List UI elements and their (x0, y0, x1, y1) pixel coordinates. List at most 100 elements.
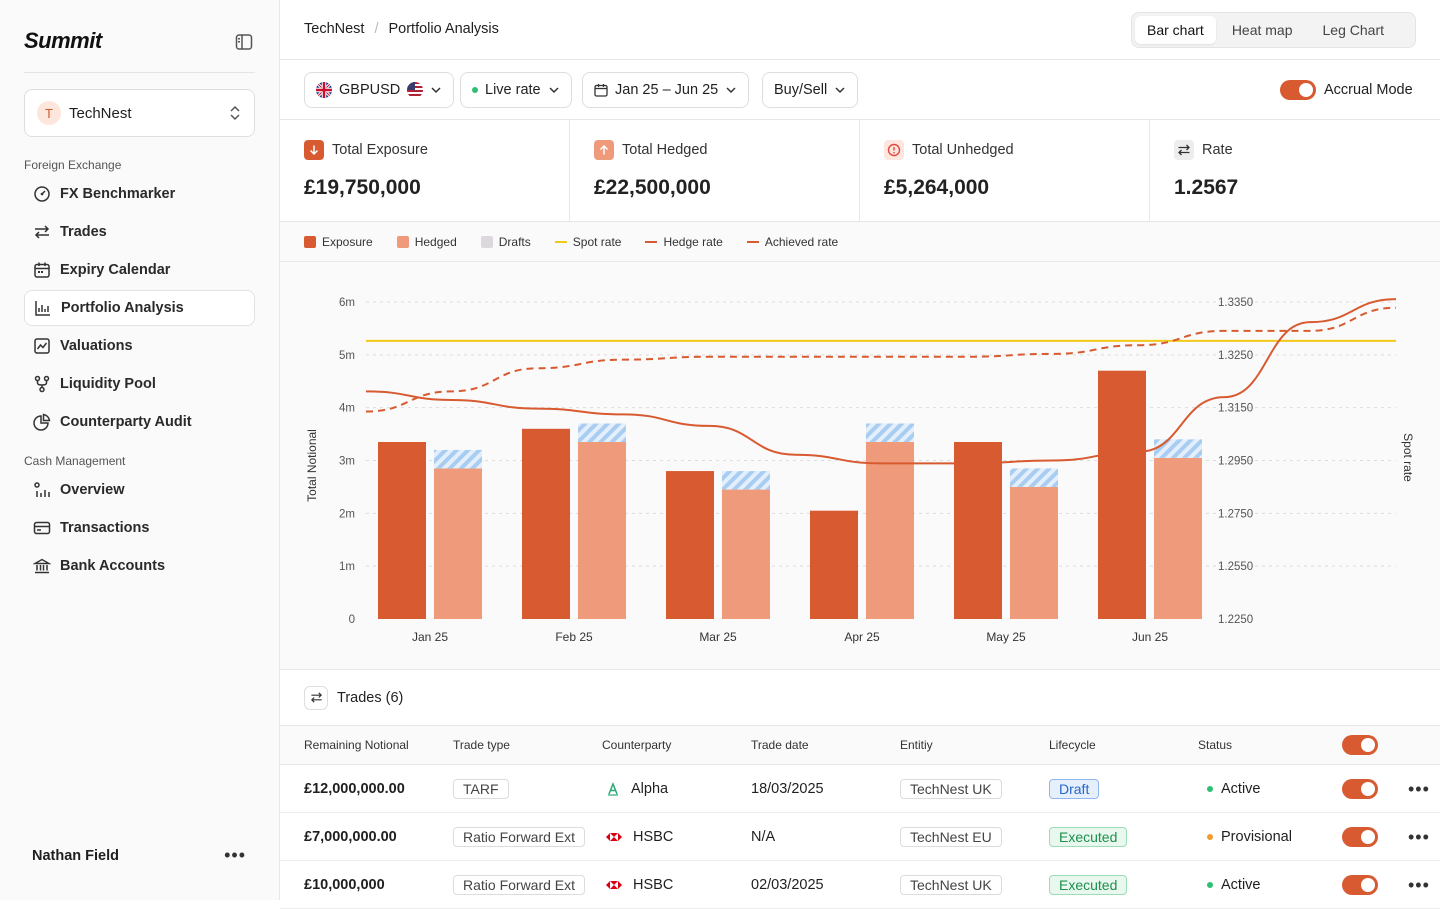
kpi-total-exposure: Total Exposure £19,750,000 (280, 120, 570, 222)
y-tick-label: 0 (349, 614, 355, 626)
live-indicator (472, 87, 478, 93)
tab-bar-chart[interactable]: Bar chart (1135, 16, 1216, 44)
chart-legend: Exposure Hedged Drafts Spot rate Hedge r… (280, 222, 1440, 262)
sidebar-item-overview[interactable]: Overview (24, 472, 255, 508)
org-avatar: T (37, 101, 61, 125)
sidebar-item-fx-benchmarker[interactable]: FX Benchmarker (24, 176, 255, 212)
cell-toggle (1342, 813, 1378, 861)
sidebar-item-portfolio-analysis[interactable]: Portfolio Analysis (24, 290, 255, 326)
legend-drafts[interactable]: Drafts (480, 235, 531, 249)
col-status[interactable]: Status (1198, 738, 1233, 752)
legend-hedged[interactable]: Hedged (396, 235, 457, 249)
more-icon[interactable]: ••• (224, 845, 246, 865)
lifecycle-badge: Executed (1049, 827, 1128, 847)
calendar-icon (34, 262, 50, 278)
bar-hedged (722, 489, 770, 619)
cell-trade-date: 18/03/2025 (751, 781, 824, 797)
hedge-rate-line (365, 298, 1397, 465)
sidebar-item-transactions[interactable]: Transactions (24, 510, 255, 546)
cell-trade-date: 02/03/2025 (751, 877, 824, 893)
user-menu[interactable]: Nathan Field ••• (32, 845, 246, 866)
status-dot (1207, 882, 1213, 888)
chevron-updown-icon (230, 105, 240, 121)
cell-entity: TechNest EU (900, 813, 1002, 861)
accrual-toggle[interactable] (1280, 80, 1316, 100)
col-remaining-notional[interactable]: Remaining Notional (304, 738, 409, 752)
bar-hedged (1010, 486, 1058, 619)
tab-heat-map[interactable]: Heat map (1231, 22, 1293, 38)
more-icon[interactable]: ••• (1408, 826, 1430, 847)
sidebar-toggle-icon[interactable] (234, 32, 254, 52)
y2-tick-label: 1.2950 (1218, 456, 1253, 468)
lifecycle-badge: Draft (1049, 779, 1100, 799)
gauge-icon (34, 186, 50, 202)
currency-pair-select[interactable]: GBPUSD (304, 72, 455, 108)
table-row[interactable]: £7,000,000.00 Ratio Forward Ext HSBC N/A Tec… (280, 813, 1440, 861)
sidebar-item-expiry-calendar[interactable]: Expiry Calendar (24, 252, 255, 288)
bar-drafts (1010, 468, 1058, 487)
sidebar-item-liquidity-pool[interactable]: Liquidity Pool (24, 366, 255, 402)
org-switcher[interactable]: T TechNest (24, 89, 255, 137)
y2-tick-label: 1.2750 (1218, 508, 1253, 520)
counterparty-name: HSBC (633, 877, 674, 893)
sidebar-item-label: Transactions (60, 520, 150, 536)
chevron-down-icon (835, 87, 845, 94)
sidebar-item-trades[interactable]: Trades (24, 214, 255, 250)
bar-drafts (1154, 439, 1202, 458)
row-toggle[interactable] (1342, 779, 1378, 799)
table-row[interactable]: £12,000,000.00 TARF Alpha 18/03/2025 TechNes… (280, 765, 1440, 813)
status-text: Active (1221, 781, 1261, 797)
legend-achieved-rate[interactable]: Achieved rate (746, 235, 838, 249)
legend-hedge-rate[interactable]: Hedge rate (645, 235, 723, 249)
row-toggle[interactable] (1342, 827, 1378, 847)
x-tick-label: Feb 25 (555, 630, 593, 644)
counterparty-name: HSBC (633, 829, 674, 845)
side-select[interactable]: Buy/Sell (762, 72, 859, 108)
col-entity[interactable]: Entitiy (900, 738, 933, 752)
chevron-down-icon (431, 87, 441, 94)
more-icon[interactable]: ••• (1408, 874, 1430, 895)
alpha-icon (608, 782, 618, 796)
cell-toggle (1342, 861, 1378, 909)
rate-select[interactable]: Live rate (460, 72, 572, 108)
trade-type-tag: TARF (453, 779, 509, 799)
pie-icon (33, 413, 51, 431)
sidebar-item-bank-accounts[interactable]: Bank Accounts (24, 548, 255, 584)
bar-drafts (866, 423, 914, 443)
col-counterparty[interactable]: Counterparty (602, 738, 672, 752)
tab-leg-chart[interactable]: Leg Chart (1322, 22, 1384, 38)
date-range-value: Jan 25 – Jun 25 (615, 82, 719, 98)
row-toggle[interactable] (1342, 875, 1378, 895)
bar-exposure (810, 510, 858, 619)
arrow-down-icon (304, 140, 324, 160)
brand-logo: Summit (24, 28, 102, 53)
user-name: Nathan Field (32, 847, 120, 864)
date-range-select[interactable]: Jan 25 – Jun 25 (582, 72, 750, 108)
trade-type-tag: Ratio Forward Ext (453, 827, 586, 847)
sidebar-item-label: Overview (60, 482, 125, 498)
kpi-value: £22,500,000 (594, 176, 711, 199)
table-row[interactable]: £10,000,000 Ratio Forward Ext HSBC 02/03/20… (280, 861, 1440, 909)
sidebar-item-counterparty-audit[interactable]: Counterparty Audit (24, 404, 255, 440)
bar-drafts (722, 471, 770, 490)
cell-counterparty: HSBC (606, 813, 673, 861)
bar-hedged (866, 442, 914, 619)
col-trade-date[interactable]: Trade date (751, 738, 809, 752)
sidebar-item-valuations[interactable]: Valuations (24, 328, 255, 364)
legend-spot-rate[interactable]: Spot rate (554, 235, 621, 249)
breadcrumb-org[interactable]: TechNest (304, 21, 365, 37)
bar-exposure (666, 471, 714, 619)
bars-icon (34, 482, 50, 497)
accrual-label: Accrual Mode (1324, 82, 1413, 98)
cell-entity: TechNest UK (900, 765, 1002, 813)
col-trade-type[interactable]: Trade type (453, 738, 510, 752)
more-icon[interactable]: ••• (1408, 778, 1430, 799)
toggle-all[interactable] (1342, 735, 1378, 755)
kpi-label: Rate (1202, 142, 1233, 158)
kpi-value: £19,750,000 (304, 176, 421, 199)
bar-exposure (522, 428, 570, 619)
col-lifecycle[interactable]: Lifecycle (1049, 738, 1096, 752)
cell-trade-date: N/A (751, 829, 776, 845)
kpi-value: 1.2567 (1174, 176, 1239, 199)
legend-exposure[interactable]: Exposure (304, 235, 373, 249)
